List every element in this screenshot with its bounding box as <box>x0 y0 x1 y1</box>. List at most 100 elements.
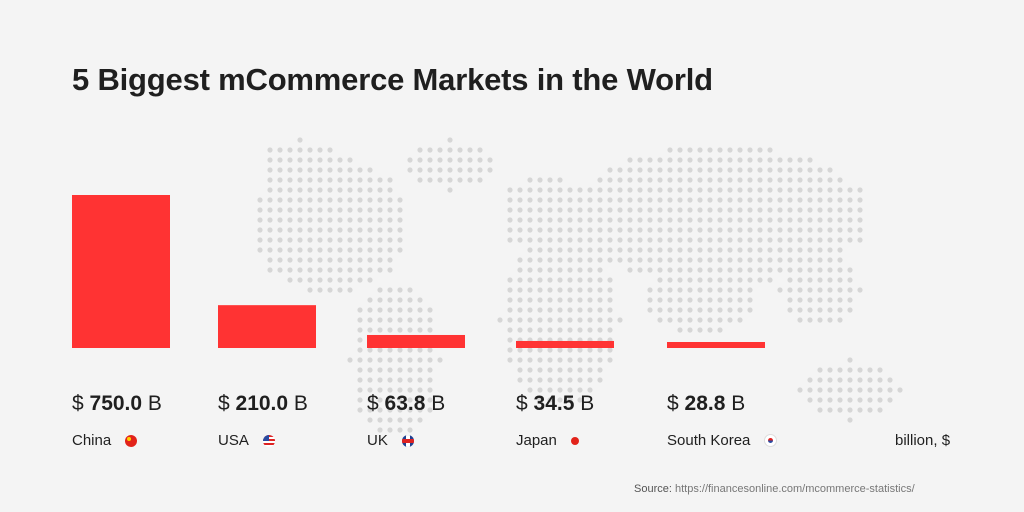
map-dot <box>827 177 833 183</box>
map-dot <box>687 237 693 243</box>
map-dot <box>677 267 683 273</box>
map-dot <box>837 387 843 393</box>
map-dot <box>727 267 733 273</box>
map-dot <box>597 297 603 303</box>
map-dot <box>407 407 413 413</box>
china-flag-icon <box>125 434 138 447</box>
map-dot <box>337 227 343 233</box>
source-link[interactable]: https://financesonline.com/mcommerce-sta… <box>674 483 915 495</box>
map-dot <box>257 227 263 233</box>
map-dot <box>807 237 813 243</box>
map-dot <box>607 207 613 213</box>
map-dot <box>387 357 393 363</box>
map-dot <box>567 307 573 313</box>
map-dot <box>377 317 383 323</box>
map-dot <box>817 187 823 193</box>
map-dot <box>577 297 583 303</box>
map-dot <box>517 207 523 213</box>
map-dot <box>337 217 343 223</box>
map-dot <box>557 397 563 403</box>
map-dot <box>627 197 633 203</box>
map-dot <box>547 197 553 203</box>
map-dot <box>687 187 693 193</box>
map-dot <box>297 137 303 143</box>
map-dot <box>697 327 703 333</box>
map-dot <box>667 147 673 153</box>
map-dot <box>667 317 673 323</box>
map-dot <box>267 217 273 223</box>
map-dot <box>767 207 773 213</box>
map-dot <box>397 207 403 213</box>
map-dot <box>567 267 573 273</box>
map-dot <box>737 257 743 263</box>
map-dot <box>687 277 693 283</box>
map-dot <box>487 157 493 163</box>
map-dot <box>517 327 523 333</box>
map-dot <box>307 147 313 153</box>
map-dot <box>357 367 363 373</box>
map-dot <box>607 227 613 233</box>
map-dot <box>807 397 813 403</box>
map-dot <box>827 297 833 303</box>
map-dot <box>327 217 333 223</box>
map-dot <box>747 227 753 233</box>
map-dot <box>537 237 543 243</box>
map-dot <box>557 377 563 383</box>
map-dot <box>857 407 863 413</box>
map-dot <box>837 227 843 233</box>
map-dot <box>727 257 733 263</box>
map-dot <box>257 207 263 213</box>
map-dot <box>507 227 513 233</box>
map-dot <box>297 167 303 173</box>
map-dot <box>377 227 383 233</box>
map-dot <box>647 187 653 193</box>
map-dot <box>587 257 593 263</box>
map-dot <box>847 267 853 273</box>
map-dot <box>387 237 393 243</box>
map-dot <box>267 187 273 193</box>
map-dot <box>547 247 553 253</box>
map-dot <box>367 377 373 383</box>
map-dot <box>537 207 543 213</box>
map-dot <box>867 377 873 383</box>
map-dot <box>467 147 473 153</box>
map-dot <box>377 217 383 223</box>
map-dot <box>817 207 823 213</box>
map-dot <box>377 237 383 243</box>
map-dot <box>817 217 823 223</box>
map-dot <box>687 167 693 173</box>
map-dot <box>387 207 393 213</box>
map-dot <box>507 217 513 223</box>
map-dot <box>357 227 363 233</box>
map-dot <box>727 237 733 243</box>
map-dot <box>307 207 313 213</box>
map-dot <box>727 297 733 303</box>
map-dot <box>517 347 523 353</box>
map-dot <box>747 237 753 243</box>
map-dot <box>747 267 753 273</box>
map-dot <box>737 227 743 233</box>
map-dot <box>437 157 443 163</box>
map-dot <box>377 287 383 293</box>
map-dot <box>397 197 403 203</box>
map-dot <box>787 277 793 283</box>
map-dot <box>827 207 833 213</box>
map-dot <box>847 307 853 313</box>
map-dot <box>547 277 553 283</box>
map-dot <box>747 287 753 293</box>
map-dot <box>587 247 593 253</box>
map-dot <box>277 207 283 213</box>
map-dot <box>847 297 853 303</box>
map-dot <box>827 287 833 293</box>
map-dot <box>367 177 373 183</box>
map-dot <box>697 177 703 183</box>
map-dot <box>327 207 333 213</box>
map-dot <box>297 277 303 283</box>
map-dot <box>327 197 333 203</box>
map-dot <box>847 277 853 283</box>
map-dot <box>407 397 413 403</box>
map-dot <box>637 207 643 213</box>
map-dot <box>377 387 383 393</box>
map-dot <box>587 277 593 283</box>
map-dot <box>327 177 333 183</box>
